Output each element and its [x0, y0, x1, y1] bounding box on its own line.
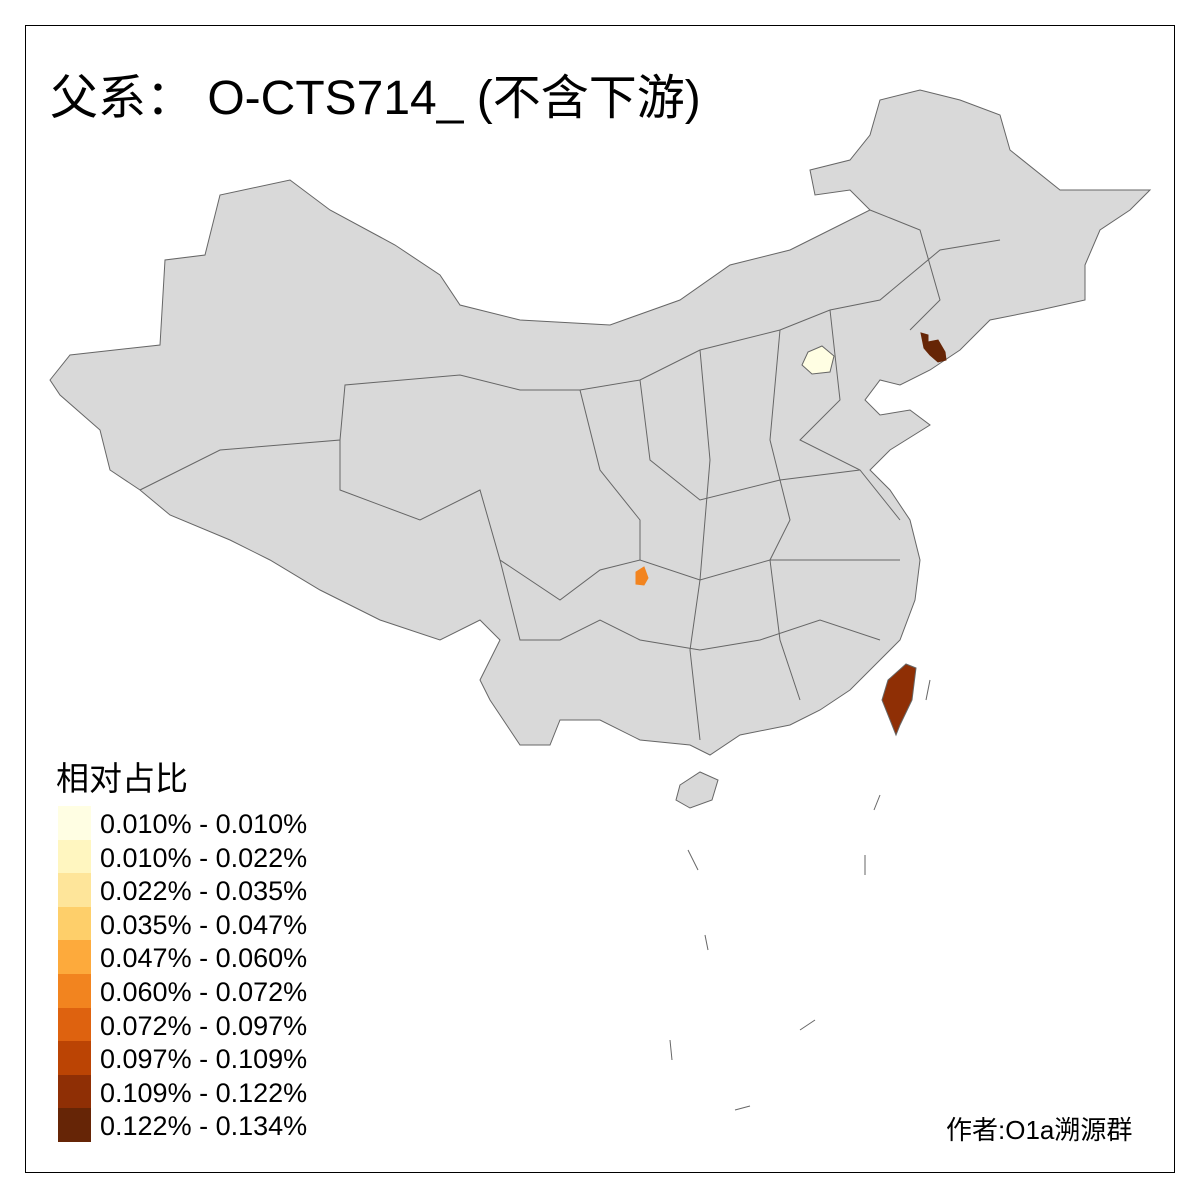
legend-title: 相对占比: [56, 760, 188, 797]
legend-label: 0.022% - 0.035%: [100, 876, 308, 907]
province-borders: [139, 209, 1001, 741]
legend-swatch: [58, 1108, 91, 1143]
legend-label: 0.047% - 0.060%: [100, 943, 308, 974]
legend-item: 0.047% - 0.060%: [58, 940, 358, 975]
legend-item: 0.060% - 0.072%: [58, 974, 358, 1008]
legend-swatch: [58, 839, 91, 874]
legend-item: 0.022% - 0.035%: [58, 873, 358, 908]
legend-swatch: [58, 974, 91, 1008]
legend-label: 0.097% - 0.109%: [100, 1044, 308, 1075]
legend-item: 0.072% - 0.097%: [58, 1007, 358, 1042]
china-mainland: [49, 89, 1152, 756]
region-taiwan: [881, 663, 917, 737]
region-hainan: [675, 771, 719, 809]
map-title: 父系： O-CTS714_ (不含下游): [50, 72, 701, 125]
legend-swatch: [58, 806, 91, 840]
legend-swatch: [58, 1074, 91, 1109]
legend-label: 0.109% - 0.122%: [100, 1077, 308, 1108]
legend-swatch: [58, 1007, 91, 1042]
legend-item: 0.035% - 0.047%: [58, 906, 358, 941]
legend-swatch: [58, 873, 91, 908]
legend-item: 0.097% - 0.109%: [58, 1041, 358, 1076]
region-guizhou-part: [635, 566, 649, 586]
legend-item: 0.010% - 0.010%: [58, 806, 358, 840]
legend-swatch: [58, 1041, 91, 1076]
legend-item: 0.122% - 0.134%: [58, 1108, 358, 1143]
region-liaoning-part: [920, 332, 947, 363]
plot-border: [25, 25, 1175, 1173]
region-beijing: [801, 345, 835, 375]
legend-swatch: [58, 940, 91, 975]
author-credit: 作者:O1a溯源群: [946, 1115, 1133, 1145]
legend-label: 0.010% - 0.022%: [100, 842, 308, 873]
legend-swatch: [58, 906, 91, 941]
legend-item: 0.109% - 0.122%: [58, 1074, 358, 1109]
legend-label: 0.060% - 0.072%: [100, 977, 308, 1007]
south-sea-islands: [669, 679, 931, 1111]
legend-label: 0.122% - 0.134%: [100, 1111, 308, 1142]
legend-label: 0.072% - 0.097%: [100, 1010, 308, 1041]
legend-item: 0.010% - 0.022%: [58, 839, 358, 874]
legend-label: 0.010% - 0.010%: [100, 809, 308, 839]
legend-label: 0.035% - 0.047%: [100, 909, 308, 940]
